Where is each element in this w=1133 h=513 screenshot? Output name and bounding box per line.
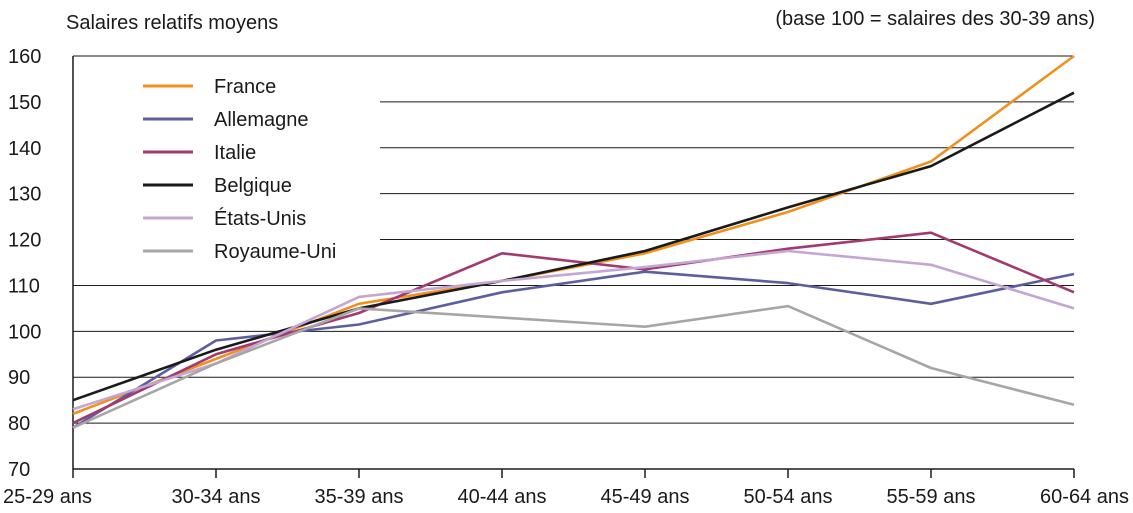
series-lines <box>72 54 1075 429</box>
y-tick-label: 130 <box>8 184 41 206</box>
series-line-belgique <box>72 91 1075 402</box>
legend-label: Italie <box>214 142 256 164</box>
grid-lines <box>73 55 1074 424</box>
y-tick-label: 100 <box>8 321 41 343</box>
x-tick-label: 25-29 ans <box>3 486 92 508</box>
legend-label: Belgique <box>214 175 292 197</box>
x-tick-label: 30-34 ans <box>172 486 261 508</box>
x-tick-label: 60-64 ans <box>1040 486 1129 508</box>
y-tick-label: 110 <box>8 275 40 297</box>
x-tick-label: 50-54 ans <box>744 486 833 508</box>
x-tick-labels: 25-29 ans 30-34 ans 35-39 ans 40-44 ans 45-4… <box>3 486 1129 508</box>
y-tick-label: 140 <box>8 138 41 160</box>
x-tick-label: 40-44 ans <box>458 486 547 508</box>
y-tick-label: 120 <box>8 230 41 252</box>
y-tick-label: 70 <box>8 459 30 481</box>
y-tick-label: 160 <box>8 46 41 68</box>
x-tick-label: 35-39 ans <box>315 486 404 508</box>
y-tick-label: 80 <box>8 413 30 435</box>
series-line-italie <box>72 231 1075 425</box>
chart-note: (base 100 = salaires des 30-39 ans) <box>775 8 1095 30</box>
series-line-royaume-uni <box>72 304 1075 429</box>
legend-label: France <box>214 76 276 98</box>
legend-label: États-Unis <box>214 207 306 230</box>
legend-label: Allemagne <box>214 109 309 131</box>
y-tick-labels: 70 80 90 100 110 120 130 140 150 160 <box>8 46 41 481</box>
y-tick-label: 150 <box>8 92 41 114</box>
y-tick-label: 90 <box>8 367 30 389</box>
legend-label: Royaume-Uni <box>214 241 336 263</box>
y-axis-title: Salaires relatifs moyens <box>66 12 279 34</box>
x-tick-label: 55-59 ans <box>887 486 976 508</box>
series-line-allemagne <box>72 270 1075 429</box>
series-line--tats-unis <box>72 249 1075 411</box>
legend: France Allemagne Italie Belgique États-Unis R… <box>143 76 336 263</box>
x-tick-label: 45-49 ans <box>601 486 690 508</box>
